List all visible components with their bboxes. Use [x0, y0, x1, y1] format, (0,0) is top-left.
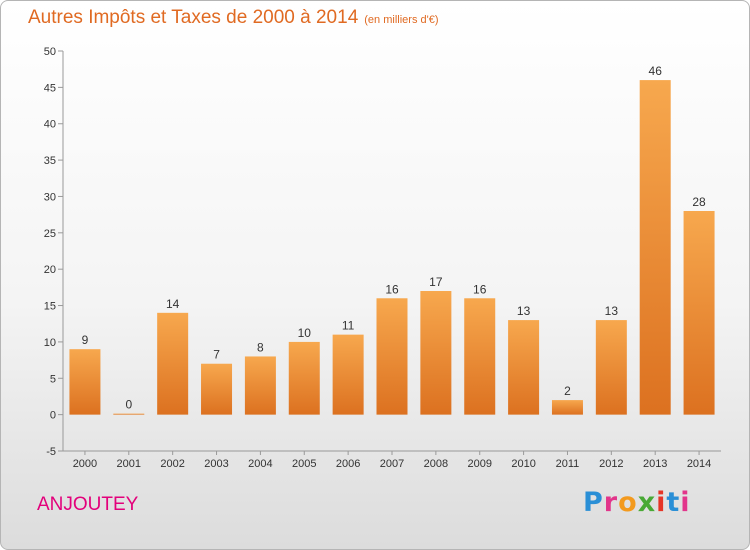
bar [420, 291, 452, 415]
bar [376, 298, 408, 415]
x-tick-label: 2011 [556, 458, 580, 470]
x-tick-label: 2012 [599, 458, 623, 470]
y-tick-label: 10 [44, 337, 56, 349]
x-tick-label: 2006 [336, 458, 360, 470]
y-tick-label: -5 [46, 446, 56, 458]
chart-title: Autres Impôts et Taxes de 2000 à 2014 (en… [28, 7, 439, 29]
bar-value-label: 28 [692, 195, 706, 209]
bar-value-label: 7 [213, 348, 220, 362]
bar [683, 211, 715, 415]
chart-title-text: Autres Impôts et Taxes de 2000 à 2014 [28, 7, 359, 28]
bars: 9 0 14 7 8 10 11 16 17 16 13 2 13 46 28 [69, 64, 715, 415]
y-tick-label: 45 [44, 82, 56, 94]
x-tick-label: 2010 [511, 458, 535, 470]
bar-value-label: 17 [429, 275, 443, 289]
y-tick-label: 5 [50, 373, 56, 385]
x-tick-label: 2008 [424, 458, 448, 470]
commune-name: ANJOUTEY [37, 494, 139, 515]
bar-value-label: 2 [564, 384, 571, 398]
bar [595, 320, 627, 415]
logo-letter: t [666, 487, 681, 518]
bar-value-label: 46 [649, 64, 663, 78]
bar [288, 341, 320, 415]
bar [157, 312, 189, 415]
proxiti-logo: Proxiti [583, 487, 691, 518]
y-tick-label: 15 [44, 301, 56, 313]
logo-letter: i [656, 487, 667, 518]
bar-value-label: 16 [385, 282, 399, 296]
bar-value-label: 11 [342, 319, 355, 333]
y-tick-label: 25 [44, 228, 56, 240]
x-tick-label: 2004 [248, 458, 272, 470]
bar-value-label: 8 [257, 340, 264, 354]
x-tick-label: 2013 [643, 458, 667, 470]
bar [464, 298, 496, 415]
y-tick-label: 0 [50, 410, 56, 422]
x-tick-label: 2009 [467, 458, 491, 470]
bar-value-label: 9 [82, 333, 89, 347]
bar-value-label: 13 [517, 304, 531, 318]
x-tick-label: 2007 [380, 458, 404, 470]
logo-letter: x [637, 487, 657, 518]
x-tick-label: 2014 [687, 458, 711, 470]
logo-letter: r [603, 487, 619, 518]
chart-unit-label: (en milliers d'€) [364, 14, 439, 26]
bar [332, 334, 364, 415]
bar [113, 413, 145, 415]
bar [551, 400, 583, 415]
logo-letter: o [618, 487, 638, 518]
bar-value-label: 0 [125, 398, 132, 412]
y-tick-label: 30 [44, 191, 56, 203]
bar [69, 349, 101, 415]
x-tick-label: 2002 [160, 458, 184, 470]
logo-letter: i [680, 487, 691, 518]
x-tick-label: 2000 [73, 458, 97, 470]
logo-letter: P [583, 487, 604, 518]
y-tick-label: 35 [44, 155, 56, 167]
y-tick-label: 20 [44, 264, 56, 276]
bar [244, 356, 276, 415]
x-tick-label: 2001 [117, 458, 141, 470]
y-tick-label: 50 [44, 46, 56, 58]
x-tick-label: 2005 [292, 458, 316, 470]
x-tick-label: 2003 [204, 458, 228, 470]
bar-value-label: 10 [298, 326, 312, 340]
bar-value-label: 16 [473, 282, 487, 296]
bar-value-label: 13 [605, 304, 619, 318]
bar-value-label: 14 [166, 297, 180, 311]
bar [201, 363, 233, 415]
bar [508, 320, 540, 415]
bar [639, 80, 671, 415]
y-tick-label: 40 [44, 119, 56, 131]
